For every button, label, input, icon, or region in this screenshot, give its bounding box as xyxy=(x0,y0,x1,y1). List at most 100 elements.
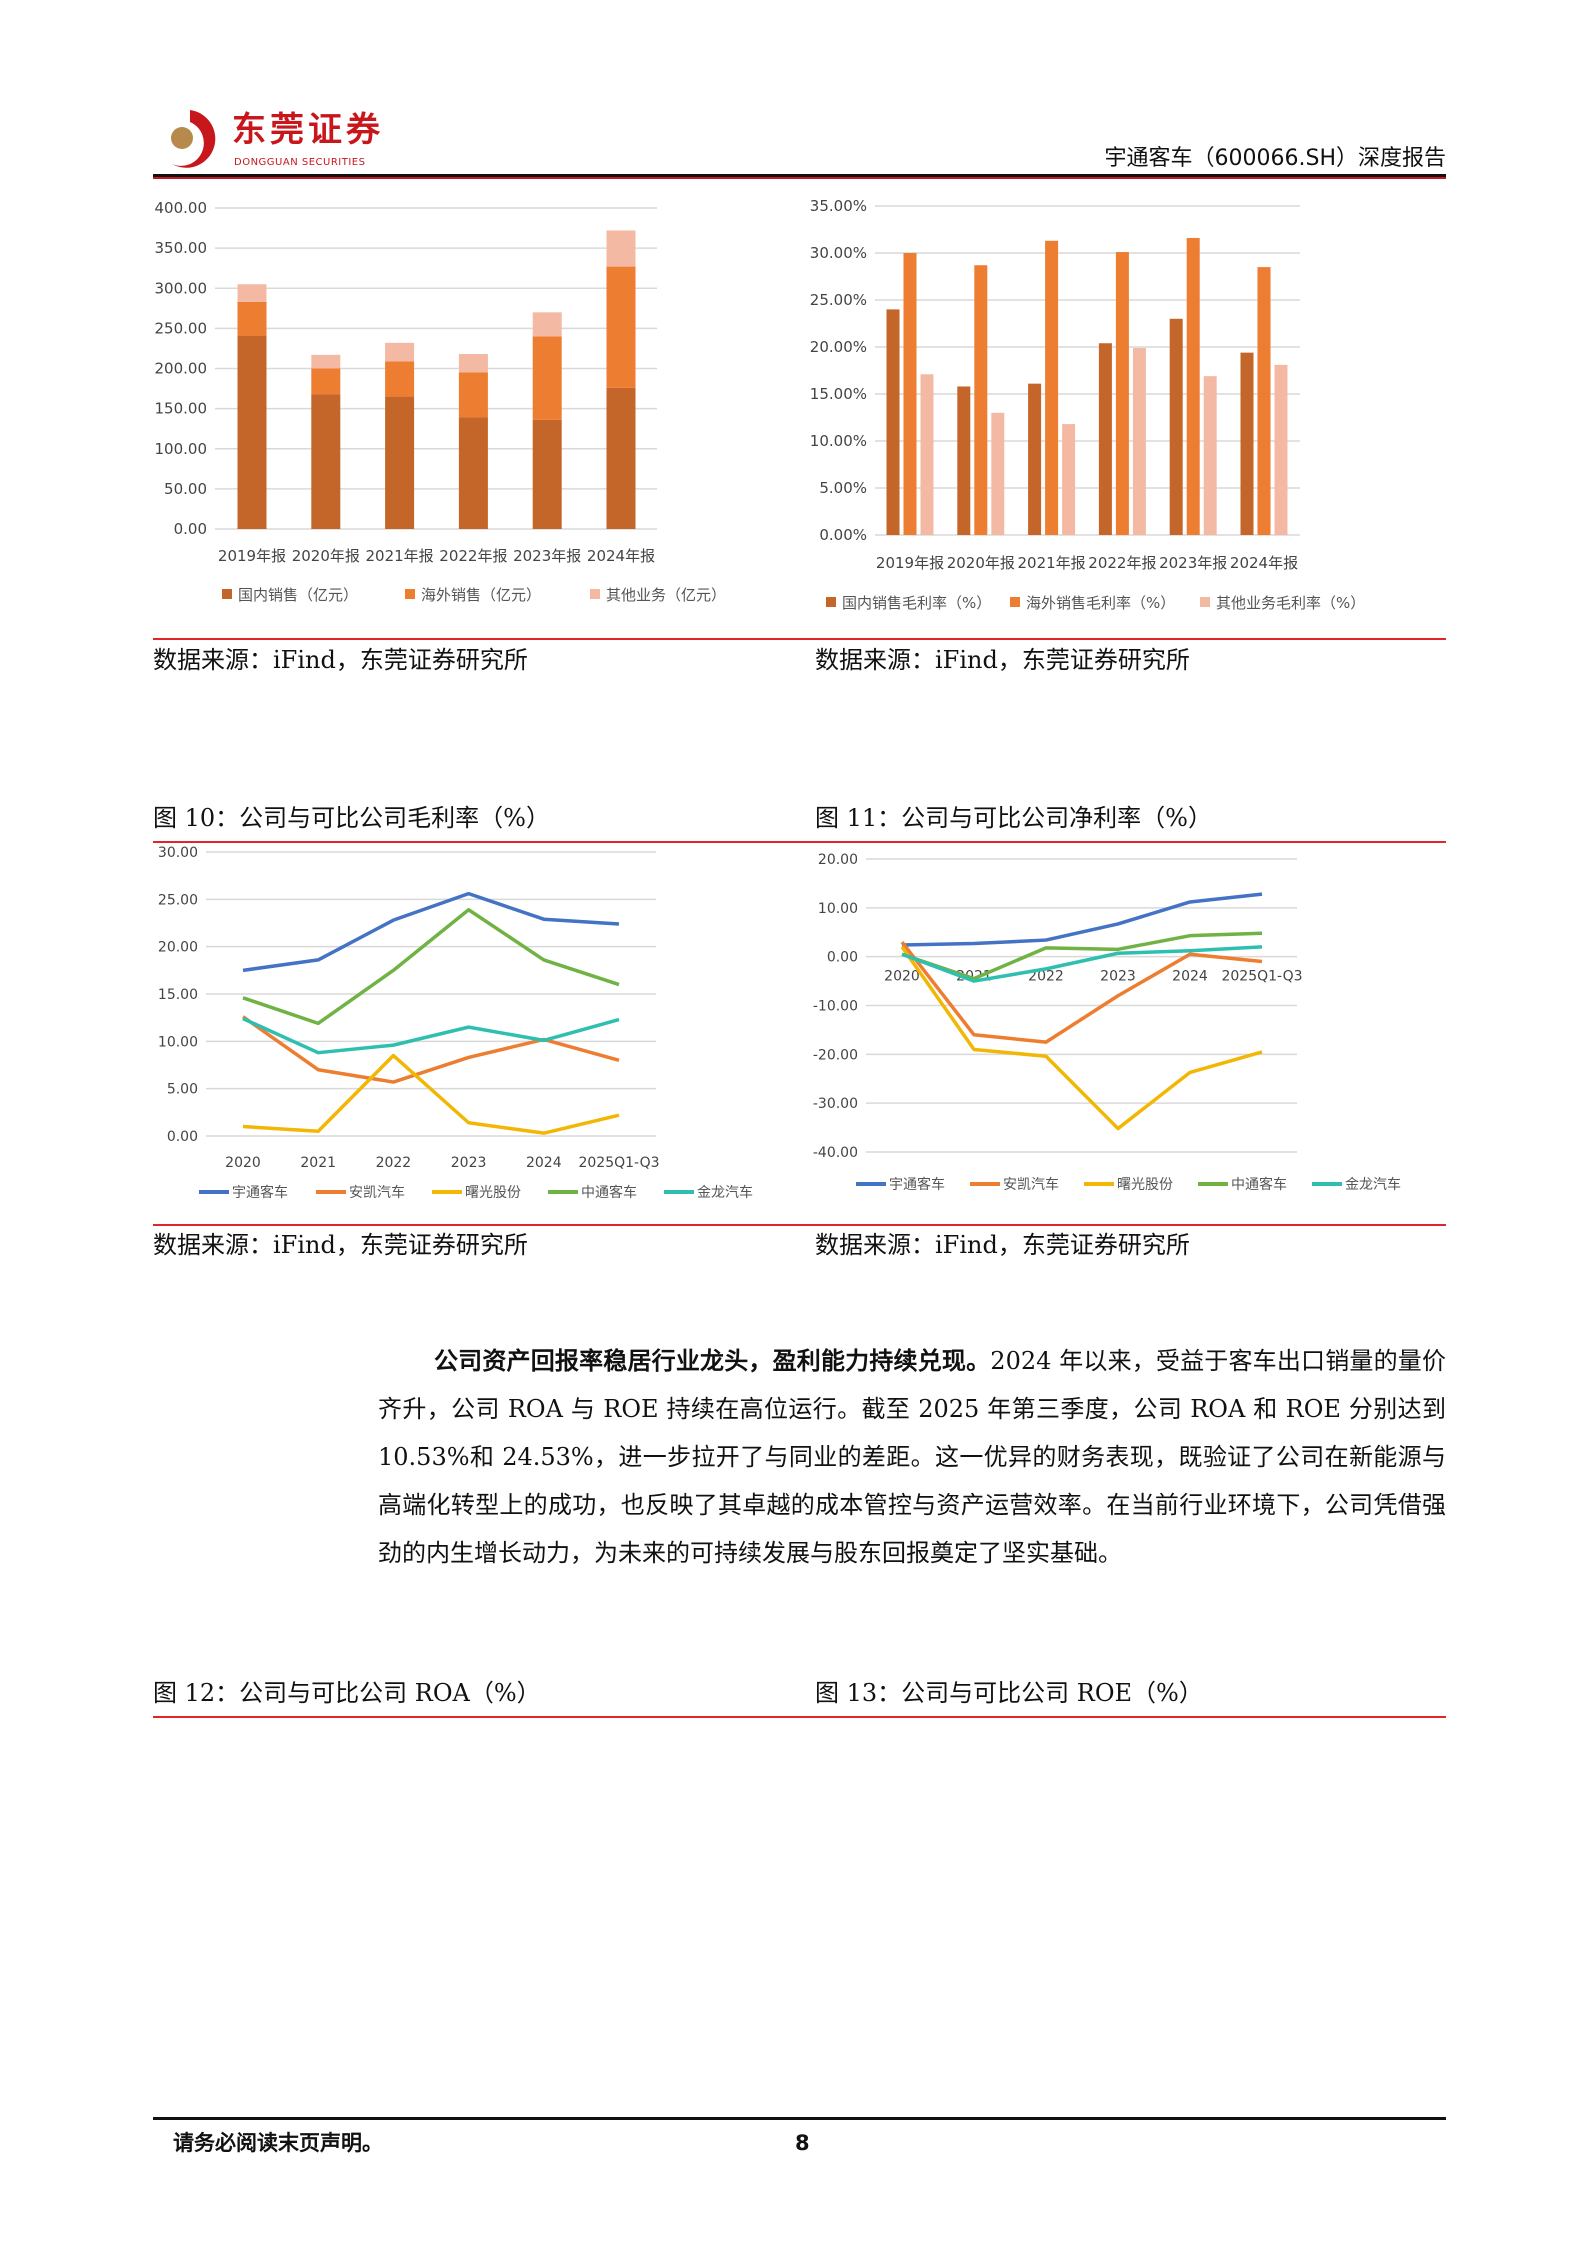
bar xyxy=(1169,318,1183,535)
x-tick-label: 2023年报 xyxy=(1159,554,1227,572)
x-tick-label: 2023 xyxy=(451,1155,487,1171)
series-line xyxy=(900,945,1263,1131)
legend-swatch xyxy=(405,589,415,599)
y-tick-label: 15.00% xyxy=(810,385,867,403)
report-title: 宇通客车（600066.SH）深度报告 xyxy=(1104,146,1446,171)
bar xyxy=(385,361,415,397)
legend-swatch xyxy=(1010,597,1020,607)
logo-text-en: DONGGUAN SECURITIES xyxy=(234,157,366,168)
bar xyxy=(903,253,917,535)
legend-label: 宇通客车 xyxy=(232,1184,288,1201)
bar xyxy=(532,336,562,420)
x-tick-label: 2025Q1-Q3 xyxy=(1221,969,1302,985)
bar xyxy=(385,342,415,362)
bar xyxy=(957,386,971,535)
bar xyxy=(1186,237,1200,535)
x-tick-label: 2024年报 xyxy=(1230,554,1298,572)
bar xyxy=(606,230,636,267)
y-tick-label: -40.00 xyxy=(813,1145,858,1161)
bar xyxy=(458,354,488,373)
series-line xyxy=(901,931,1263,981)
bar xyxy=(1203,376,1217,535)
x-tick-label: 2022年报 xyxy=(439,547,507,565)
x-tick-label: 2020 xyxy=(884,969,920,985)
figure-13-caption: 图 13：公司与可比公司 ROE（%） xyxy=(815,1679,1203,1707)
y-tick-label: 300.00 xyxy=(155,279,208,297)
y-tick-label: -20.00 xyxy=(813,1047,858,1063)
bar xyxy=(606,387,636,529)
legend-label: 中通客车 xyxy=(1231,1176,1287,1193)
bar xyxy=(606,266,636,388)
bar xyxy=(974,265,988,535)
legend-label: 安凯汽车 xyxy=(1003,1176,1059,1193)
series-line xyxy=(242,891,620,973)
bar xyxy=(385,396,415,529)
x-tick-label: 2020 xyxy=(225,1155,261,1171)
legend-label: 中通客车 xyxy=(581,1184,637,1201)
source-note-right-mid: 数据来源：iFind，东莞证券研究所 xyxy=(815,1231,1190,1259)
x-tick-label: 2024年报 xyxy=(587,547,655,565)
legend-label: 其他业务毛利率（%） xyxy=(1216,594,1365,612)
y-tick-label: 400.00 xyxy=(155,199,208,217)
x-tick-label: 2025Q1-Q3 xyxy=(578,1155,659,1171)
x-tick-label: 2022年报 xyxy=(1088,554,1156,572)
y-tick-label: 10.00 xyxy=(818,901,858,917)
y-tick-label: 0.00 xyxy=(167,1129,198,1145)
x-tick-label: 2021 xyxy=(300,1155,336,1171)
y-tick-label: 35.00% xyxy=(810,197,867,215)
footer-divider xyxy=(153,2117,1446,2120)
figure-11-caption: 图 11：公司与可比公司净利率（%） xyxy=(815,804,1212,832)
bar xyxy=(886,309,900,535)
legend-label: 安凯汽车 xyxy=(349,1184,405,1201)
legend-swatch xyxy=(826,597,836,607)
series-line xyxy=(901,892,1263,947)
series-line xyxy=(901,945,1263,983)
y-tick-label: 5.00% xyxy=(819,479,867,497)
paragraph-lead: 公司资产回报率稳居行业龙头，盈利能力持续兑现。 xyxy=(434,1346,991,1375)
bar xyxy=(1274,364,1288,535)
divider xyxy=(153,1224,1446,1226)
legend-label: 曙光股份 xyxy=(1117,1177,1173,1193)
x-tick-label: 2024 xyxy=(1172,969,1208,985)
bar xyxy=(237,335,267,529)
header-divider xyxy=(153,174,1446,177)
footer-disclaimer: 请务必阅读末页声明。 xyxy=(173,2131,383,2155)
x-tick-label: 2021年报 xyxy=(366,547,434,565)
y-tick-label: 150.00 xyxy=(155,400,208,418)
y-tick-label: 20.00 xyxy=(158,940,198,956)
legend-label: 其他业务（亿元） xyxy=(606,586,726,604)
legend-label: 金龙汽车 xyxy=(697,1184,753,1201)
y-tick-label: -30.00 xyxy=(813,1096,858,1112)
legend-label: 国内销售（亿元） xyxy=(238,586,358,604)
series-line xyxy=(241,1015,620,1084)
y-tick-label: 200.00 xyxy=(155,360,208,378)
company-logo-icon xyxy=(171,110,216,168)
legend-swatch xyxy=(222,589,232,599)
x-tick-label: 2020年报 xyxy=(292,547,360,565)
series-line xyxy=(242,1053,620,1135)
bar xyxy=(311,354,341,369)
bar xyxy=(532,419,562,529)
bar xyxy=(1045,240,1059,535)
source-note-left-mid: 数据来源：iFind，东莞证券研究所 xyxy=(153,1231,528,1259)
x-tick-label: 2019年报 xyxy=(218,547,286,565)
y-tick-label: 50.00 xyxy=(164,480,207,498)
figure-10-caption: 图 10：公司与可比公司毛利率（%） xyxy=(153,804,550,832)
bar xyxy=(1028,383,1042,535)
bar xyxy=(237,301,267,336)
y-tick-label: 100.00 xyxy=(155,440,208,458)
y-tick-label: 10.00% xyxy=(810,432,867,450)
y-tick-label: 350.00 xyxy=(155,239,208,257)
legend-label: 金龙汽车 xyxy=(1345,1176,1401,1193)
bar xyxy=(1240,352,1254,535)
series-line xyxy=(242,1017,620,1055)
legend-label: 海外销售（亿元） xyxy=(421,586,541,604)
source-note-right-top: 数据来源：iFind，东莞证券研究所 xyxy=(815,646,1190,674)
y-tick-label: 10.00 xyxy=(158,1034,198,1050)
x-tick-label: 2019年报 xyxy=(876,554,944,572)
x-tick-label: 2024 xyxy=(526,1155,562,1171)
page-number: 8 xyxy=(795,2131,810,2155)
bar xyxy=(1257,267,1271,535)
bar xyxy=(311,368,341,395)
y-tick-label: 5.00 xyxy=(167,1082,198,1098)
